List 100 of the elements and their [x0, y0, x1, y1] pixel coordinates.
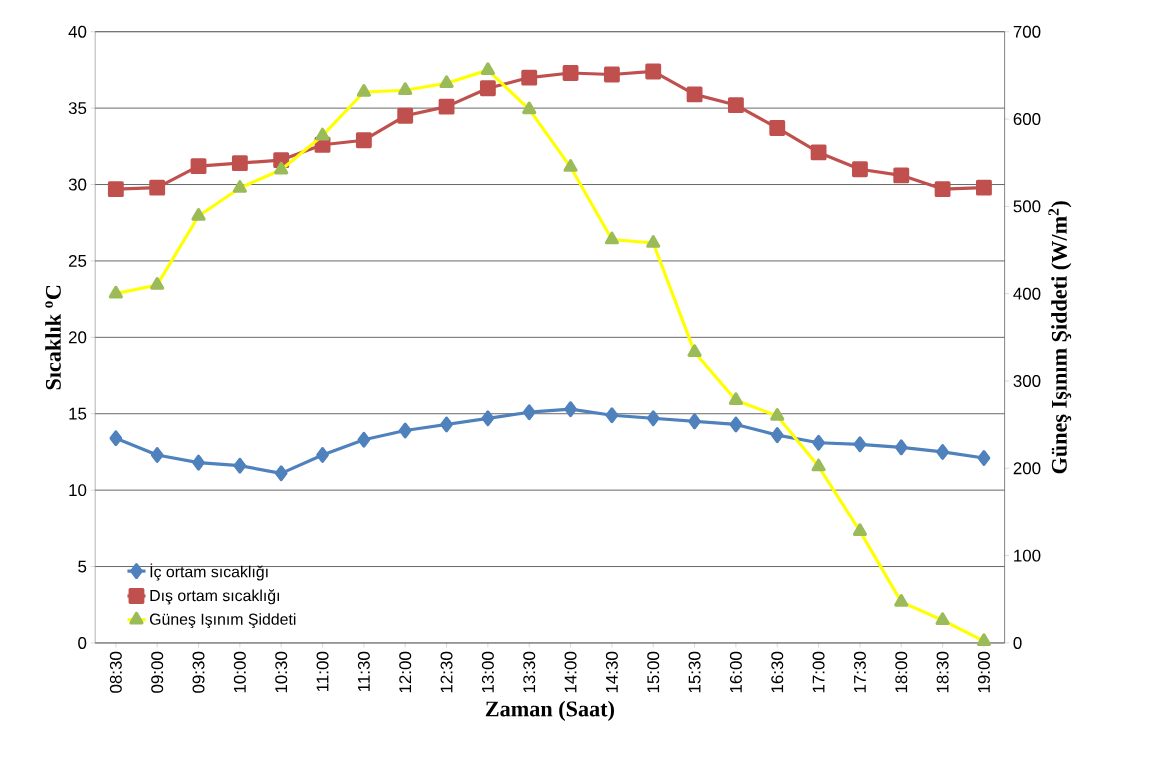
point	[109, 430, 123, 447]
point	[853, 436, 867, 453]
point	[687, 344, 702, 358]
point	[522, 101, 537, 115]
point	[356, 84, 371, 97]
point	[564, 401, 577, 418]
y-tick-label: 5	[78, 560, 87, 573]
point	[893, 167, 910, 184]
y-tick-label: 15	[69, 407, 87, 420]
x-tick-label: 10:00	[233, 652, 246, 693]
point	[728, 392, 743, 406]
legend-label: Dış ortam sıcaklığı	[150, 589, 279, 605]
y2-tick-label: 700	[1013, 25, 1041, 38]
x-tick-label: 11:00	[316, 652, 329, 692]
x-tick-label: 15:30	[688, 652, 701, 693]
y2-tick-label: 600	[1013, 113, 1041, 126]
point	[192, 454, 205, 471]
y-tick-label: 0	[78, 637, 87, 650]
x-tick-label: 09:30	[192, 652, 205, 694]
x-tick-label: 14:00	[564, 652, 577, 693]
y2-axis-title: Güneş Işınım Şiddeti (W/m$^{2}$)	[1048, 201, 1072, 474]
point	[976, 633, 992, 647]
point	[851, 161, 868, 178]
point	[439, 75, 454, 89]
point	[355, 132, 372, 149]
point	[521, 69, 538, 86]
y-tick-label: 30	[68, 178, 87, 191]
y-tick-label: 25	[68, 255, 87, 268]
x-tick-label: 14:30	[605, 652, 618, 693]
point	[810, 144, 827, 161]
x-tick-label: 19:00	[977, 652, 990, 693]
point	[232, 180, 247, 193]
x-axis-title: Zaman (Saat)	[485, 700, 614, 722]
point	[150, 277, 165, 290]
point	[770, 408, 785, 421]
y-tick-label: 10	[69, 484, 87, 497]
point	[646, 410, 660, 427]
point	[440, 416, 453, 433]
point	[190, 158, 207, 175]
point	[935, 612, 950, 626]
legend-label: İç ortam sıcaklığı	[150, 563, 268, 581]
point	[686, 86, 703, 103]
point	[274, 465, 288, 482]
point	[315, 127, 330, 141]
point	[274, 161, 289, 175]
x-tick-label: 18:00	[895, 652, 908, 693]
x-tick-label: 17:30	[853, 652, 866, 693]
point	[729, 416, 743, 433]
point	[398, 82, 413, 96]
point	[563, 159, 578, 172]
point	[811, 458, 826, 472]
x-tick-label: 18:30	[936, 652, 949, 693]
point	[481, 410, 495, 427]
point	[316, 447, 329, 464]
point	[894, 594, 909, 607]
y2-tick-label: 500	[1013, 200, 1041, 213]
x-tick-label: 10:30	[275, 652, 288, 693]
point	[231, 155, 248, 172]
point	[479, 80, 496, 97]
point	[936, 444, 949, 461]
point	[438, 98, 455, 115]
point	[977, 450, 991, 467]
y2-tick-label: 0	[1013, 637, 1022, 650]
point	[108, 285, 123, 299]
y2-tick-label: 100	[1014, 549, 1041, 562]
point	[604, 231, 619, 245]
x-tick-label: 12:00	[399, 652, 412, 693]
point	[480, 62, 495, 76]
y-axis-title: Sıcaklık $^{o}$C	[45, 285, 61, 390]
point	[397, 107, 414, 124]
point	[645, 63, 662, 80]
point	[522, 404, 536, 421]
point	[357, 431, 371, 448]
y-tick-label: 20	[68, 331, 87, 344]
point	[770, 427, 784, 444]
point	[107, 181, 124, 198]
point	[150, 447, 164, 464]
y2-tick-label: 200	[1013, 462, 1041, 475]
point	[894, 439, 908, 456]
x-tick-label: 13:00	[481, 652, 494, 693]
point	[562, 65, 579, 82]
point	[688, 413, 701, 430]
x-tick-label: 09:00	[151, 652, 164, 694]
point	[646, 235, 661, 248]
point	[976, 179, 992, 196]
point	[934, 181, 951, 198]
y2-tick-label: 300	[1013, 375, 1041, 388]
x-tick-label: 08:30	[109, 652, 122, 694]
point	[727, 97, 744, 114]
point	[812, 434, 825, 451]
point	[852, 523, 868, 537]
point	[398, 422, 412, 439]
point	[769, 120, 786, 137]
x-tick-label: 13:30	[523, 652, 536, 693]
y-tick-label: 35	[68, 102, 87, 115]
x-tick-label: 16:30	[771, 652, 784, 693]
y2-tick-label: 400	[1013, 287, 1041, 300]
x-tick-label: 12:30	[440, 652, 453, 693]
y-tick-label: 40	[68, 25, 87, 38]
point	[603, 66, 620, 83]
